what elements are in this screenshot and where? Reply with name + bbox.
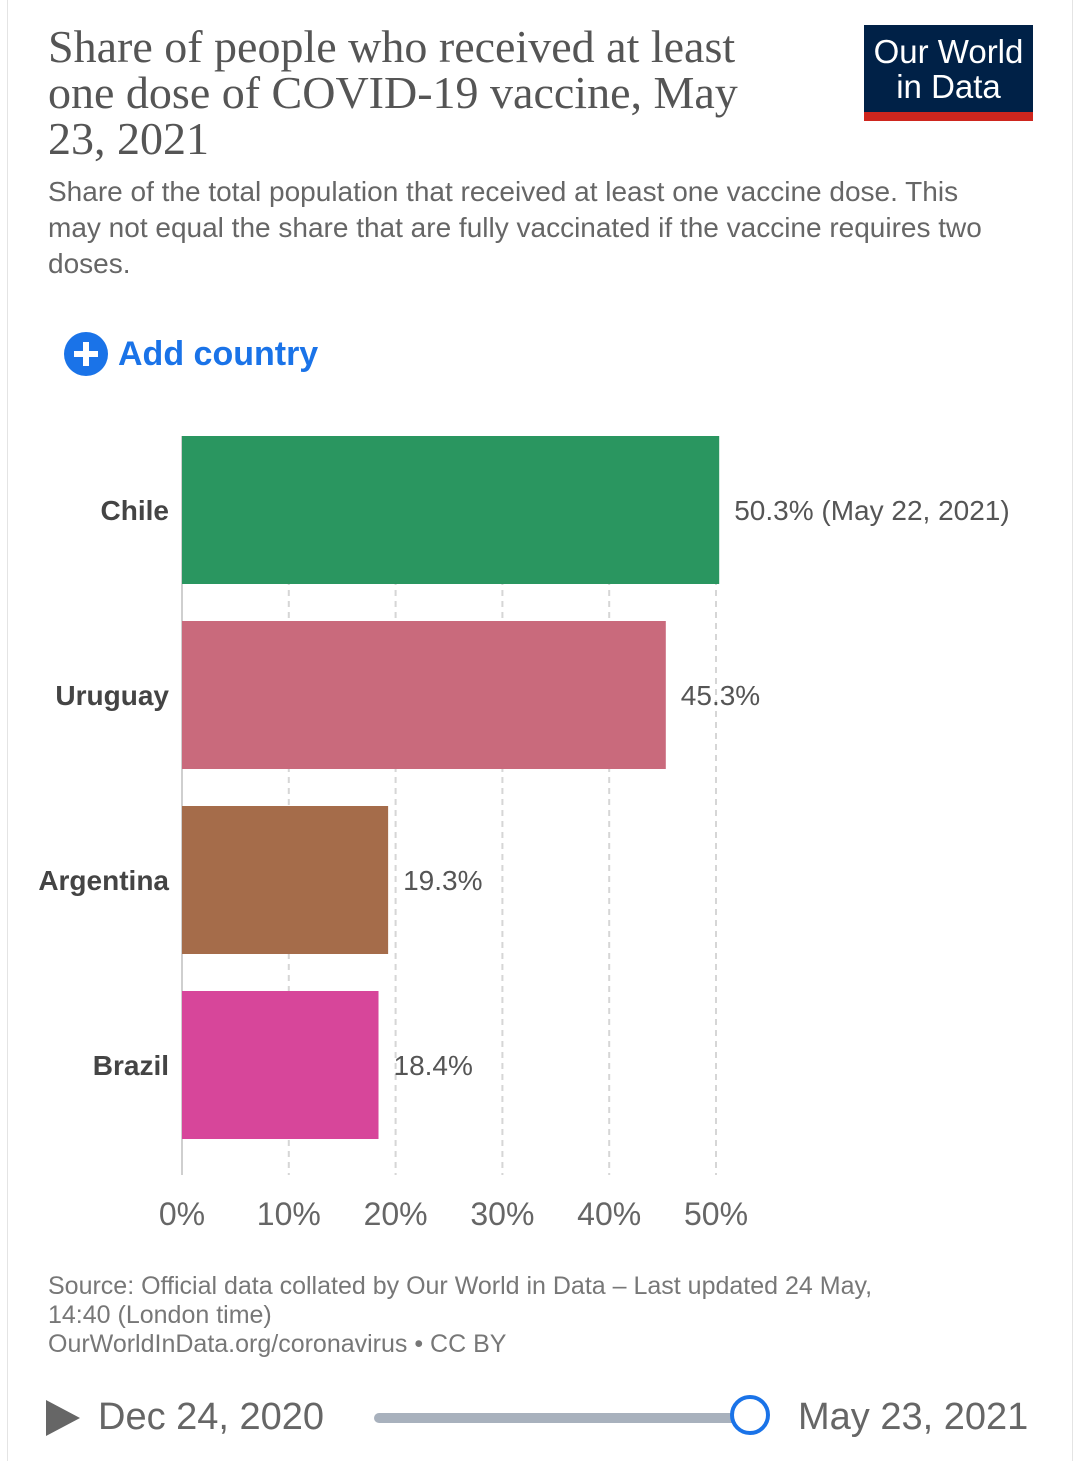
x-tick-label: 0%	[159, 1196, 205, 1232]
bar-uruguay[interactable]	[182, 621, 666, 769]
bar-chart: Chile 50.3% (May 22, 2021) Uruguay 45.3% Arg…	[38, 436, 1010, 1232]
logo-line-2: in Data	[896, 68, 1001, 105]
bar-argentina[interactable]	[182, 806, 389, 954]
source-line-1: Source: Official data collated by Our Wo…	[48, 1272, 873, 1300]
bar-chile[interactable]	[182, 436, 720, 584]
logo-line-1: Our World	[873, 33, 1024, 70]
chart-title: Share of people who received at least on…	[48, 21, 738, 164]
chart-frame	[7, 0, 1073, 1461]
value-label: 18.4%	[394, 1050, 473, 1081]
x-tick-label: 10%	[257, 1196, 321, 1232]
bars	[182, 436, 720, 1139]
play-icon[interactable]	[44, 1398, 84, 1438]
bar-brazil[interactable]	[182, 991, 379, 1139]
x-axis-ticks: 0% 10% 20% 30% 40% 50%	[159, 1196, 748, 1232]
timeline: Dec 24, 2020 May 23, 2021	[0, 1388, 1080, 1448]
x-tick-label: 40%	[577, 1196, 641, 1232]
category-label[interactable]: Brazil	[93, 1050, 169, 1081]
timeline-slider-track[interactable]	[374, 1413, 754, 1423]
source-note: Source: Official data collated by Our Wo…	[48, 1272, 1028, 1359]
x-tick-label: 30%	[470, 1196, 534, 1232]
x-tick-label: 50%	[684, 1196, 748, 1232]
timeline-start-date: Dec 24, 2020	[98, 1396, 325, 1438]
value-label: 45.3%	[681, 680, 760, 711]
add-country-button[interactable]: Add country	[64, 332, 318, 376]
owid-logo[interactable]: Our World in Data	[864, 25, 1033, 121]
source-line-2: 14:40 (London time)	[48, 1301, 272, 1329]
source-link[interactable]: OurWorldInData.org/coronavirus • CC BY	[48, 1330, 507, 1358]
x-tick-label: 20%	[364, 1196, 428, 1232]
category-label[interactable]: Uruguay	[55, 680, 169, 711]
add-country-label: Add country	[118, 334, 319, 373]
value-label: 19.3%	[403, 865, 482, 896]
timeline-slider-handle[interactable]	[730, 1395, 770, 1435]
category-label[interactable]: Chile	[101, 495, 169, 526]
category-label[interactable]: Argentina	[38, 865, 169, 896]
plus-circle-icon	[64, 332, 108, 376]
value-label: 50.3% (May 22, 2021)	[734, 495, 1010, 526]
chart-subtitle: Share of the total population that recei…	[48, 176, 982, 279]
timeline-end-date: May 23, 2021	[798, 1396, 1029, 1438]
labels: Chile 50.3% (May 22, 2021) Uruguay 45.3% Arg…	[38, 495, 1009, 1081]
